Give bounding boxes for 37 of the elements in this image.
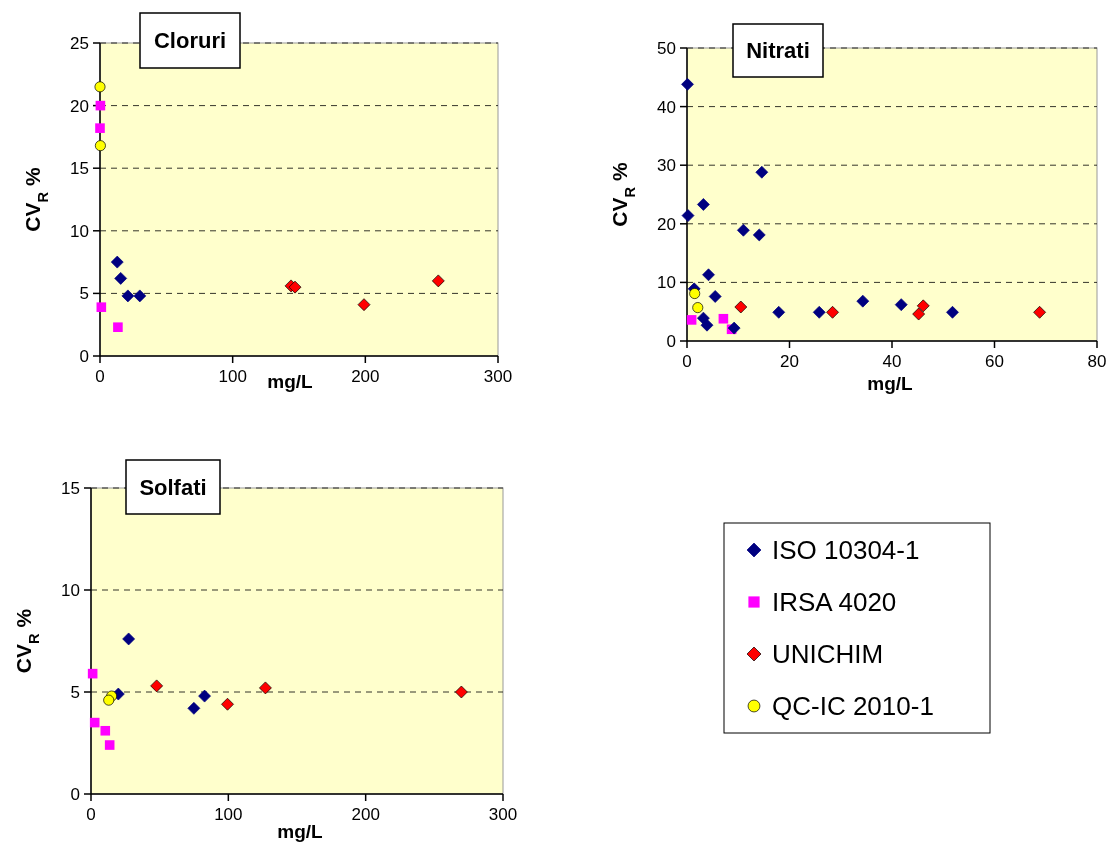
y-tick-label: 20 (657, 214, 676, 234)
y-tick-label: 25 (70, 33, 89, 53)
x-axis-title: mg/L (867, 373, 914, 394)
x-tick-label: 80 (1087, 352, 1107, 371)
legend-label: IRSA 4020 (772, 587, 897, 618)
y-tick-label: 0 (666, 331, 676, 351)
y-tick-label: 10 (70, 221, 89, 241)
y-tick-label: 5 (79, 284, 89, 304)
y-tick-label: 0 (70, 784, 80, 804)
y-tick-label: 40 (657, 97, 676, 117)
x-tick-label: 300 (483, 367, 513, 386)
x-axis-title: mg/L (277, 821, 324, 842)
y-tick-label: 20 (70, 96, 89, 116)
y-tick-label: 30 (657, 156, 676, 176)
x-tick-label: 100 (214, 805, 243, 824)
x-axis-title: mg/L (267, 371, 314, 392)
x-tick-label: 60 (985, 352, 1004, 371)
x-tick-label: 20 (780, 352, 799, 371)
x-tick-label: 40 (882, 352, 902, 371)
y-tick-label: 10 (61, 580, 80, 600)
chart-title: Nitrati (746, 38, 810, 64)
x-tick-label: 200 (351, 367, 380, 386)
y-tick-label: 10 (657, 273, 676, 293)
legend-label: ISO 10304-1 (772, 535, 920, 566)
legend-label: UNICHIM (772, 639, 884, 670)
x-tick-label: 200 (351, 805, 380, 824)
y-tick-label: 50 (657, 38, 676, 58)
y-tick-label: 15 (70, 159, 89, 179)
x-tick-label: 300 (488, 805, 518, 824)
legend-label: QC-IC 2010-1 (772, 691, 934, 722)
x-tick-label: 0 (95, 367, 105, 386)
x-tick-label: 0 (682, 352, 692, 371)
x-tick-label: 100 (218, 367, 247, 386)
y-tick-label: 15 (61, 478, 80, 498)
chart-title: Solfati (139, 474, 207, 500)
chart-title: Cloruri (153, 28, 227, 54)
y-tick-label: 5 (70, 682, 80, 702)
